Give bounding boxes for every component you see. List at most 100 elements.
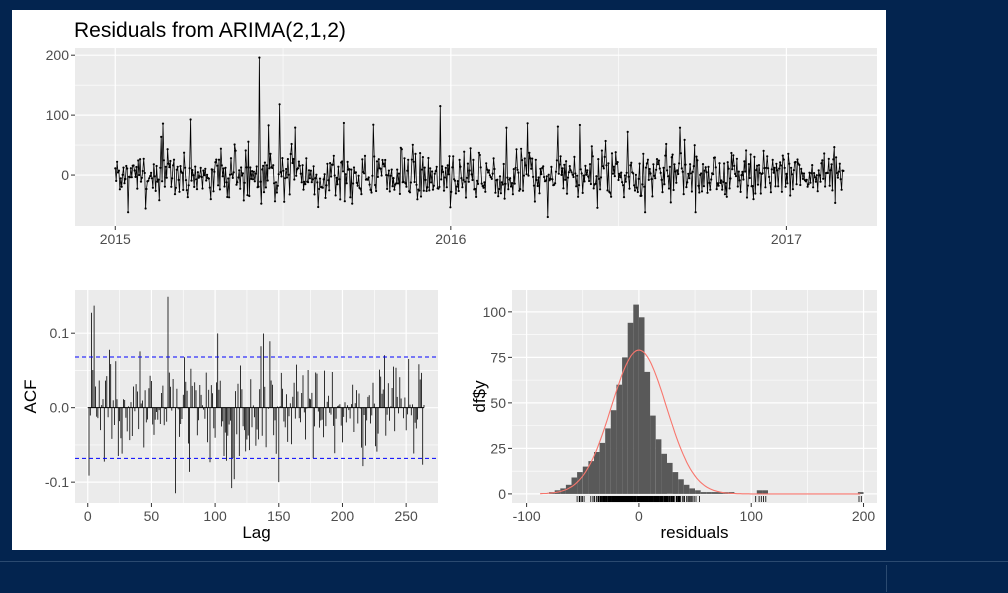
residual-point: [555, 159, 559, 162]
residual-point: [289, 152, 292, 156]
residual-point: [616, 161, 619, 164]
residual-point: [177, 178, 180, 181]
residual-point: [391, 185, 394, 188]
residual-point: [375, 189, 378, 193]
residual-point: [655, 168, 658, 171]
residual-point: [757, 164, 761, 167]
residual-point: [579, 168, 582, 171]
residual-point: [438, 185, 441, 188]
residual-point: [226, 195, 229, 199]
residual-point: [655, 158, 659, 161]
residual-point: [429, 167, 432, 170]
residual-point: [345, 182, 348, 185]
residual-point: [754, 192, 757, 195]
residual-point: [512, 168, 515, 171]
residual-point: [172, 164, 175, 167]
residual-point: [437, 187, 440, 190]
residual-point: [416, 198, 419, 201]
plot-window: Residuals from ARIMA(2,1,2) 2015 2016 2017…: [12, 10, 886, 550]
residual-point: [323, 173, 326, 176]
residual-point: [188, 167, 191, 170]
residual-point: [413, 180, 416, 184]
residual-point: [578, 123, 582, 127]
residual-point: [262, 164, 265, 167]
residual-point: [604, 139, 607, 143]
residual-point: [215, 158, 218, 161]
residual-point: [241, 172, 244, 175]
residual-point: [576, 174, 579, 177]
residual-point: [621, 181, 624, 184]
residual-point: [471, 178, 474, 182]
residual-point: [761, 172, 764, 175]
residual-point: [141, 169, 144, 173]
residual-point: [397, 182, 400, 185]
residual-point: [775, 162, 778, 165]
residual-point: [420, 168, 424, 171]
residual-point: [789, 194, 792, 197]
residual-point: [191, 169, 194, 172]
residual-point: [194, 165, 197, 168]
residual-point: [464, 196, 468, 199]
residual-point: [119, 177, 122, 180]
residual-point: [409, 181, 412, 184]
residual-point: [376, 175, 379, 178]
residual-point: [273, 182, 276, 185]
hist-bar: [695, 490, 701, 494]
residual-point: [220, 164, 223, 167]
residual-point: [554, 170, 558, 173]
residual-point: [254, 172, 257, 175]
residual-point: [779, 161, 782, 164]
residual-point: [245, 166, 248, 169]
residual-point: [497, 195, 500, 198]
residual-point: [794, 160, 797, 164]
residual-point: [719, 181, 722, 184]
residual-point: [603, 155, 606, 158]
residual-point: [680, 167, 683, 170]
residual-point: [331, 163, 334, 166]
x-tick-label: 50: [144, 508, 160, 524]
residual-point: [667, 175, 670, 178]
residual-point: [352, 166, 356, 169]
residual-point: [836, 176, 840, 179]
residual-point: [248, 194, 251, 198]
residual-point: [714, 166, 717, 169]
residual-point: [361, 158, 364, 161]
residual-point: [120, 185, 123, 188]
residual-point: [297, 160, 300, 163]
residual-point: [379, 167, 382, 170]
residual-point: [823, 152, 826, 155]
residual-point: [339, 198, 342, 201]
residual-point: [596, 206, 599, 209]
residual-point: [736, 185, 739, 188]
residual-point: [642, 152, 645, 155]
residual-point: [669, 201, 672, 204]
residual-point: [515, 148, 518, 151]
residual-point: [184, 166, 187, 169]
residual-point: [173, 193, 177, 196]
residual-point: [428, 189, 431, 192]
residual-point: [454, 192, 457, 195]
residual-point: [336, 183, 339, 186]
residual-point: [132, 164, 135, 167]
residual-point: [530, 167, 533, 170]
residual-point: [229, 157, 233, 160]
x-tick-label: 2016: [435, 231, 466, 247]
residual-point: [126, 167, 129, 170]
residual-point: [806, 185, 809, 188]
residual-point: [457, 189, 460, 193]
residual-point: [674, 170, 677, 173]
residual-point: [634, 173, 638, 176]
residual-point: [273, 200, 277, 203]
residual-point: [300, 181, 303, 184]
residual-point: [720, 179, 723, 182]
residual-point: [392, 177, 395, 180]
residual-point: [433, 172, 436, 175]
residual-point: [335, 176, 338, 179]
residual-point: [597, 158, 600, 161]
residual-point: [151, 186, 154, 189]
residual-point: [332, 154, 335, 157]
residual-point: [524, 164, 527, 167]
residual-point: [697, 184, 700, 187]
residual-point: [315, 173, 318, 176]
hist-bar: [594, 452, 600, 494]
